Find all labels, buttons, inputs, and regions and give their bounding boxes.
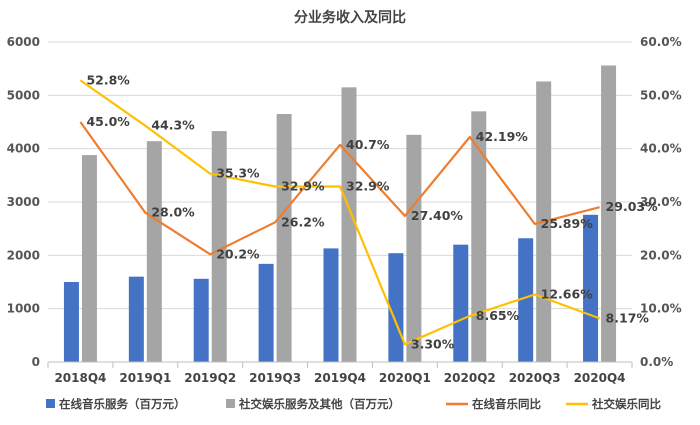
gridlines: [48, 41, 632, 363]
bar: [601, 65, 617, 362]
data-label: 45.0%: [86, 114, 130, 129]
y-left-tick-label: 6000: [7, 35, 40, 49]
y-left-tick-label: 2000: [7, 248, 40, 262]
y-left-tick-label: 0: [32, 355, 40, 369]
data-label: 3.30%: [411, 336, 455, 351]
legend-label: 社交娱乐同比: [591, 397, 661, 411]
data-label: 52.8%: [86, 72, 130, 87]
data-label: 28.0%: [151, 205, 195, 220]
y-right-tick-label: 0.0%: [640, 355, 673, 369]
data-label: 12.66%: [541, 286, 594, 301]
y-right-tick-label: 10.0%: [640, 302, 682, 316]
data-label: 40.7%: [346, 137, 390, 152]
legend-label: 在线音乐服务（百万元）: [59, 397, 186, 411]
y-right-tick-label: 20.0%: [640, 248, 682, 262]
bar: [63, 282, 79, 362]
series-line: [79, 121, 600, 256]
bar: [518, 238, 534, 362]
bar: [128, 276, 144, 362]
legend: 在线音乐服务（百万元） 社交娱乐服务及其他（百万元） 在线音乐同比 社交娱乐同比: [46, 397, 661, 411]
x-tick-label: 2019Q1: [119, 371, 171, 385]
bar: [258, 263, 274, 362]
bar: [211, 131, 227, 362]
x-tick-label: 2019Q4: [314, 371, 366, 385]
y-right-tick-label: 50.0%: [640, 88, 682, 102]
x-tick-label: 2020Q3: [509, 371, 561, 385]
bar: [341, 87, 357, 362]
data-label: 8.65%: [476, 308, 520, 323]
data-label: 27.40%: [411, 208, 464, 223]
y-left-tick-label: 3000: [7, 195, 40, 209]
data-label: 32.9%: [346, 179, 390, 194]
x-tick-label: 2019Q2: [184, 371, 236, 385]
legend-swatch: [46, 399, 55, 408]
y-right-tick-label: 40.0%: [640, 142, 682, 156]
x-tick-label: 2020Q1: [379, 371, 431, 385]
legend-label: 在线音乐同比: [472, 397, 541, 411]
bar: [406, 134, 422, 362]
legend-label: 社交娱乐服务及其他（百万元）: [238, 397, 400, 411]
bar: [388, 253, 404, 362]
x-tick-label: 2020Q2: [444, 371, 496, 385]
bar: [323, 248, 339, 362]
data-label: 26.2%: [281, 214, 325, 229]
data-labels-layer: 45.0% 28.0% 20.2% 26.2% 40.7% 27.40% 42.19% 25.…: [86, 72, 658, 351]
bars-layer: [63, 65, 617, 362]
bar: [583, 214, 599, 362]
data-label: 29.03%: [606, 199, 659, 214]
y-right-tick-label: 60.0%: [640, 35, 682, 49]
data-label: 42.19%: [476, 129, 529, 144]
data-label: 32.9%: [281, 179, 325, 194]
data-label: 25.89%: [541, 216, 594, 231]
data-label: 44.3%: [151, 118, 195, 133]
y-left-tick-label: 1000: [7, 302, 40, 316]
y-left-tick-label: 5000: [7, 88, 40, 102]
axes-layer: 0 1000 2000 3000 4000 5000 6000 0.0% 10.0% 20.0% 3…: [7, 35, 682, 385]
bar: [453, 244, 469, 362]
bar: [193, 278, 209, 362]
x-tick-label: 2019Q3: [249, 371, 301, 385]
data-label: 20.2%: [216, 246, 260, 261]
x-tick-label: 2018Q4: [54, 371, 106, 385]
x-tick-label: 2020Q4: [574, 371, 626, 385]
bar: [81, 155, 97, 362]
bar: [276, 114, 292, 362]
series-line: [79, 79, 600, 346]
lines-layer: [79, 79, 600, 346]
y-left-tick-label: 4000: [7, 142, 40, 156]
data-label: 8.17%: [606, 310, 650, 325]
data-label: 35.3%: [216, 166, 260, 181]
chart-title: 分业务收入及同比: [294, 9, 406, 26]
bar: [471, 111, 487, 362]
bar: [146, 141, 162, 362]
y-right-tick-label: 30.0%: [640, 195, 682, 209]
legend-swatch: [226, 399, 235, 408]
